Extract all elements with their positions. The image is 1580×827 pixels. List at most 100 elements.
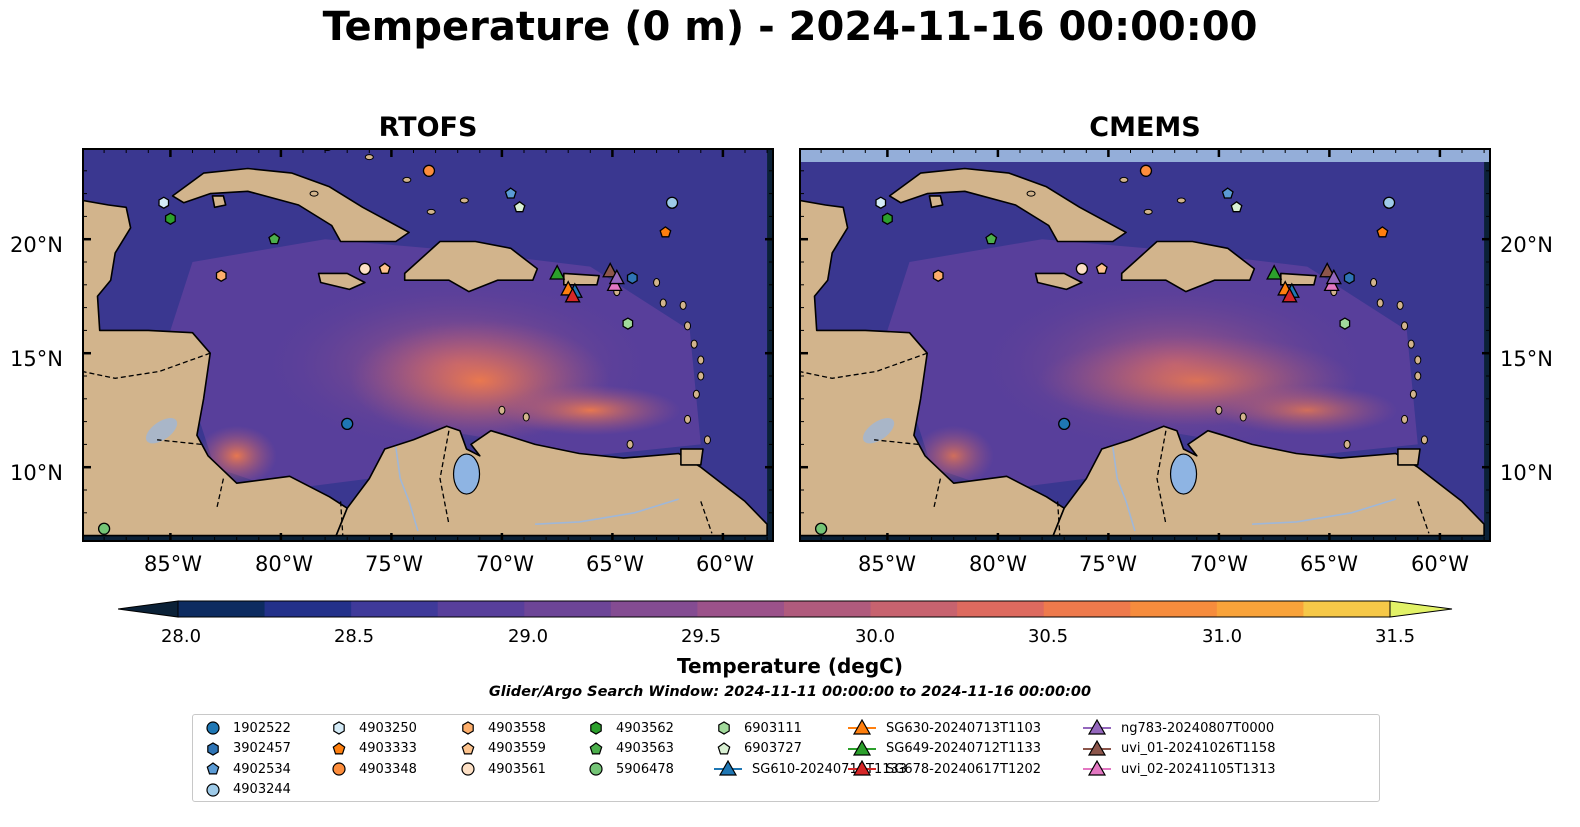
colorbar-segment xyxy=(1303,601,1391,617)
marker-4903562 xyxy=(881,212,893,225)
island xyxy=(211,195,227,209)
marker-4903558 xyxy=(215,269,227,282)
puerto-rico-landmass xyxy=(1279,272,1317,286)
hispaniola-landmass xyxy=(1120,240,1256,293)
island xyxy=(679,300,687,310)
lat-tick-label: 10°N xyxy=(1500,461,1553,485)
triangle-marker-icon xyxy=(1083,760,1111,776)
legend-item: 4903562 xyxy=(586,718,674,738)
legend-item: 4903250 xyxy=(329,718,417,738)
island xyxy=(653,278,661,288)
legend-item: 4903563 xyxy=(586,739,674,759)
colorbar-segment xyxy=(178,601,266,617)
colorbar-segment xyxy=(1043,601,1131,617)
lon-tick-label: 80°W xyxy=(969,552,1027,576)
lake-nicaragua xyxy=(145,418,178,444)
island xyxy=(459,197,469,204)
lat-tick-label: 20°N xyxy=(1500,233,1553,257)
legend: 1902522 3902457 4902534 4903244 4903250 49033… xyxy=(192,714,1380,802)
temperature-colorbar xyxy=(118,600,1453,618)
panel-title-cmems: CMEMS xyxy=(1089,112,1201,143)
colorbar-tick-label: 29.5 xyxy=(680,626,722,647)
pentagon-marker-icon xyxy=(717,741,731,754)
legend-item: SG649-20240712T1133 xyxy=(848,739,1041,759)
no-data-band xyxy=(801,150,1489,162)
circle-marker-icon xyxy=(206,782,220,797)
island xyxy=(522,412,530,422)
island xyxy=(1401,321,1409,331)
legend-item-label: 4903333 xyxy=(359,741,417,756)
lon-tick-label: 75°W xyxy=(365,552,423,576)
legend-item: 1902522 xyxy=(203,718,291,738)
legend-item-label: 4903562 xyxy=(616,720,674,736)
triangle-marker-icon xyxy=(1083,719,1111,735)
marker-6903111 xyxy=(622,317,634,330)
country-border xyxy=(933,478,942,509)
legend-item-label: 4903244 xyxy=(233,782,291,797)
colorbar-segment xyxy=(351,601,439,617)
island xyxy=(1414,371,1422,381)
lon-tick-label: 65°W xyxy=(1300,552,1358,576)
colorbar-extend-min xyxy=(118,600,179,618)
colorbar-tick-label: 28.5 xyxy=(333,626,375,647)
island xyxy=(703,435,711,445)
circle-marker-icon xyxy=(461,762,475,776)
hispaniola-landmass xyxy=(403,240,539,293)
cmems-map xyxy=(799,148,1491,542)
marker-5906478 xyxy=(814,522,828,535)
marker-uvi_01-20241026t1158 xyxy=(602,262,619,278)
legend-item-label: 4902534 xyxy=(233,761,291,777)
island xyxy=(684,414,692,424)
marker-sg649-20240712t1133 xyxy=(1266,264,1283,280)
island xyxy=(1401,414,1409,424)
colorbar-extend-max xyxy=(1389,600,1453,618)
lon-tick-label: 70°W xyxy=(476,552,534,576)
country-border xyxy=(801,352,928,379)
country-border xyxy=(216,478,225,509)
island xyxy=(697,371,705,381)
marker-6903111 xyxy=(1339,317,1351,330)
marker-3902457 xyxy=(626,271,638,285)
pentagon-marker-icon xyxy=(461,741,475,754)
marker-4902534 xyxy=(1221,187,1234,199)
puerto-rico-landmass xyxy=(562,272,600,286)
island xyxy=(1215,405,1223,415)
legend-item: 4903333 xyxy=(329,739,417,759)
legend-item-label: 4903250 xyxy=(359,720,417,736)
panel-title-rtofs: RTOFS xyxy=(378,112,478,143)
marker-4902534 xyxy=(504,187,517,199)
hexagon-marker-icon xyxy=(207,741,219,756)
island xyxy=(1414,355,1422,365)
island xyxy=(1376,298,1384,308)
marker-6903727 xyxy=(513,200,526,213)
lake-maracaibo xyxy=(1169,453,1198,495)
colorbar-frame xyxy=(177,600,1391,618)
marker-1902522 xyxy=(1058,417,1071,431)
marker-4903244 xyxy=(665,196,679,209)
marker-sg649-20240712t1133 xyxy=(549,264,566,280)
country-border xyxy=(1156,430,1167,525)
south-america-landmass xyxy=(335,425,768,537)
circle-marker-icon xyxy=(206,721,220,735)
island xyxy=(402,176,412,183)
jamaica-landmass xyxy=(317,272,366,291)
legend-item: ng783-20240807T0000 xyxy=(1083,718,1274,738)
river xyxy=(1112,446,1136,532)
island xyxy=(323,150,331,151)
lon-tick-label: 65°W xyxy=(586,552,644,576)
lake-maracaibo xyxy=(452,453,481,495)
triangle-marker-icon xyxy=(714,760,742,776)
triangle-marker-icon xyxy=(1083,739,1111,756)
lon-tick-label: 70°W xyxy=(1190,552,1248,576)
marker-4903561 xyxy=(358,262,372,275)
legend-item-label: 6903727 xyxy=(744,741,802,756)
cuba-landmass xyxy=(888,167,1127,243)
island xyxy=(684,321,692,331)
island xyxy=(697,355,705,365)
country-border xyxy=(1056,501,1061,536)
country-border xyxy=(700,501,713,534)
country-border xyxy=(439,430,450,525)
triangle-marker-icon xyxy=(848,719,876,735)
legend-item-label: 4903558 xyxy=(488,720,546,736)
island xyxy=(1409,389,1417,399)
